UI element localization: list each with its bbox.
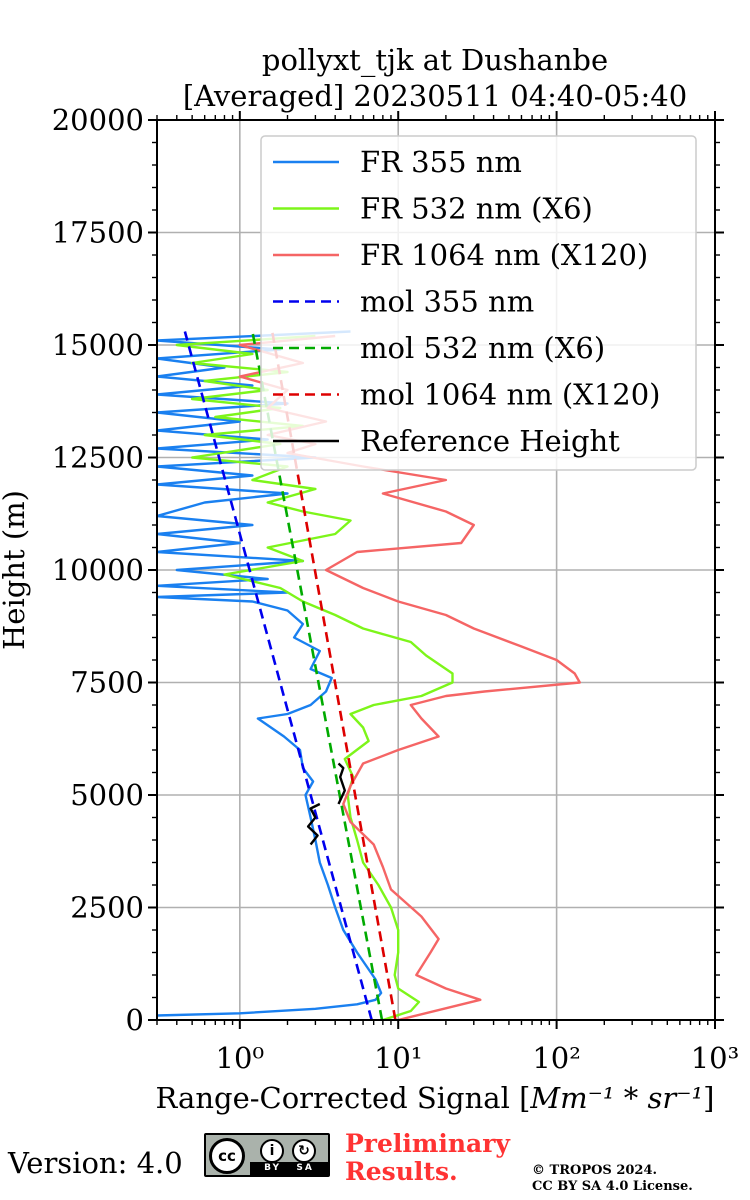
copyright-notice: © TROPOS 2024. CC BY SA 4.0 License. xyxy=(532,1163,693,1195)
axes: 10⁰ 10¹ 10² 10³ 0 2500 5000 7500 10000 12500 15000… xyxy=(52,103,740,1075)
legend: FR 355 nm FR 532 nm (X6) FR 1064 nm (X120)… xyxy=(260,135,697,471)
cc-license-badge: cc i ↻ BY SA xyxy=(204,1133,330,1177)
y-tick-label: 2500 xyxy=(70,891,144,925)
sa-label: SA xyxy=(296,1163,314,1173)
y-tick-label: 15000 xyxy=(52,328,144,362)
preliminary-results-note: Preliminary Results. xyxy=(345,1130,510,1186)
by-sa-strip: BY SA xyxy=(250,1162,328,1175)
legend-label-4: mol 532 nm (X6) xyxy=(360,331,605,365)
legend-box xyxy=(260,135,697,471)
chart-title-line-1: pollyxt_tjk at Dushanbe xyxy=(262,43,608,78)
legend-label-6: Reference Height xyxy=(360,424,620,458)
copyright-line-1: © TROPOS 2024. xyxy=(532,1163,658,1178)
y-tick-label: 0 xyxy=(126,1003,144,1037)
y-tick-label: 12500 xyxy=(52,441,144,475)
cc-icon: cc xyxy=(209,1138,245,1174)
by-person-icon: i xyxy=(260,1139,284,1163)
legend-label-0: FR 355 nm xyxy=(360,145,522,179)
legend-label-1: FR 532 nm (X6) xyxy=(360,192,593,226)
version-label: Version: 4.0 xyxy=(8,1146,183,1180)
y-tick-label: 7500 xyxy=(70,666,144,700)
x-axis-label-end: ] xyxy=(703,1081,714,1115)
sa-share-icon: ↻ xyxy=(292,1139,316,1163)
y-axis-label: Height (m) xyxy=(0,490,31,650)
legend-label-5: mol 1064 nm (X120) xyxy=(360,378,661,412)
legend-label-3: mol 355 nm xyxy=(360,285,534,319)
preliminary-line-2: Results. xyxy=(345,1157,458,1186)
series-line-6 xyxy=(337,762,346,805)
x-tick-label: 10⁰ xyxy=(216,1041,265,1075)
chart: pollyxt_tjk at Dushanbe [Averaged] 20230… xyxy=(0,43,740,1115)
by-label: BY xyxy=(264,1163,282,1173)
x-axis-label: Range-Corrected Signal [Mm⁻¹ * sr⁻¹] xyxy=(156,1081,715,1115)
series-line-1 xyxy=(175,334,454,1020)
legend-label-2: FR 1064 nm (X120) xyxy=(360,238,648,272)
x-axis-label-units: Mm⁻¹ * sr⁻¹ xyxy=(529,1081,703,1115)
series-line-0 xyxy=(157,330,383,1017)
x-tick-label: 10² xyxy=(532,1041,581,1075)
y-tick-label: 5000 xyxy=(70,778,144,812)
y-tick-label: 20000 xyxy=(52,103,144,137)
x-tick-label: 10³ xyxy=(691,1041,740,1075)
y-tick-label: 10000 xyxy=(52,553,144,587)
preliminary-line-1: Preliminary xyxy=(345,1129,510,1158)
series-line-3 xyxy=(183,331,373,1020)
x-axis-label-text: Range-Corrected Signal [ xyxy=(156,1081,531,1115)
y-tick-label: 17500 xyxy=(52,216,144,250)
x-tick-label: 10¹ xyxy=(374,1041,423,1075)
copyright-line-2: CC BY SA 4.0 License. xyxy=(532,1179,693,1194)
chart-title-line-2: [Averaged] 20230511 04:40-05:40 xyxy=(183,79,687,113)
series-line-6 xyxy=(306,802,321,846)
